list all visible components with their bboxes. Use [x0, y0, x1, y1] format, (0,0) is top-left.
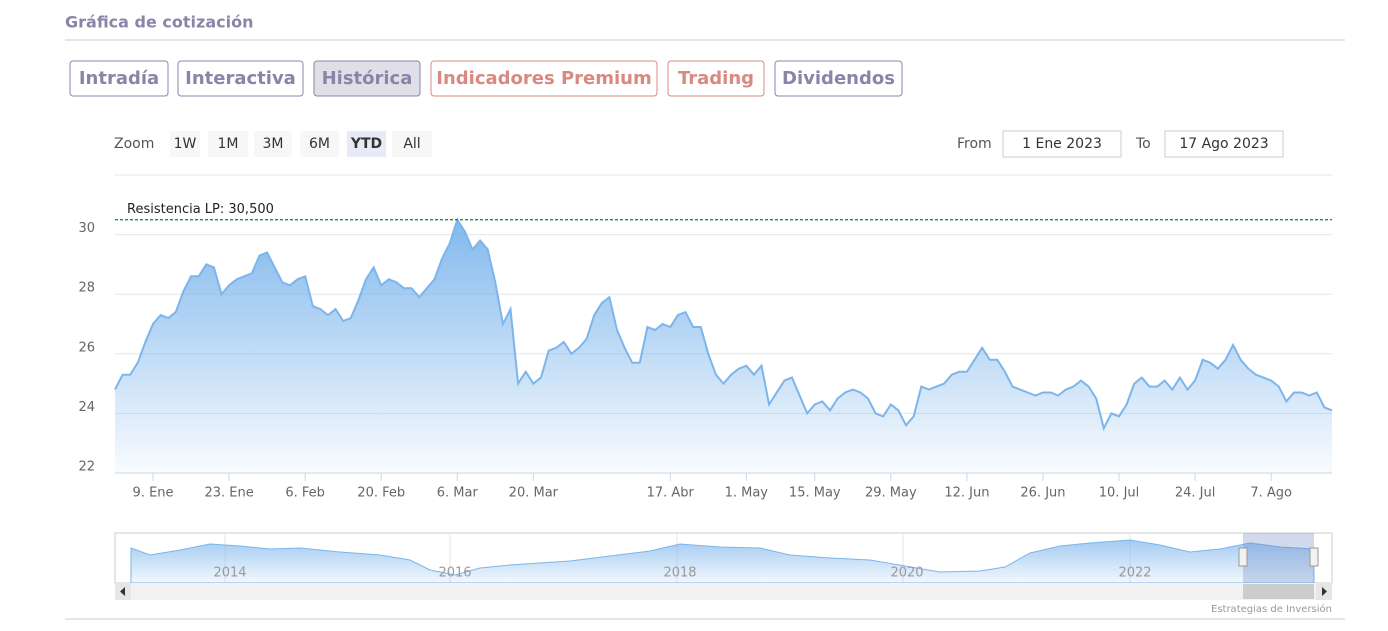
tab-label: Interactiva	[185, 68, 296, 89]
x-tick-label: 23. Ene	[204, 486, 253, 501]
x-tick-label: 10. Jul	[1099, 486, 1140, 501]
zoom-button-label: All	[403, 136, 420, 152]
from-label: From	[957, 136, 992, 152]
from-date: 1 Ene 2023	[1022, 136, 1102, 152]
to-input[interactable]	[1164, 130, 1284, 158]
arrow	[1322, 587, 1327, 596]
to-date: 17 Ago 2023	[1179, 136, 1268, 152]
zoom-button-label: 6M	[309, 136, 330, 152]
scrollbar-thumb[interactable]	[1243, 584, 1314, 599]
x-tick-label: 15. May	[789, 486, 841, 501]
tab-label: Indicadores Premium	[436, 68, 651, 89]
zoom-button-label: 3M	[263, 136, 284, 152]
x-tick-label: 12. Jun	[944, 486, 989, 501]
x-tick-label: 26. Jun	[1020, 486, 1065, 501]
annotation-label: Resistencia LP: 30,500	[127, 202, 274, 217]
zoom-button-label: 1M	[218, 136, 239, 152]
x-tick-label: 6. Mar	[437, 486, 479, 501]
navigator-label: 2022	[1118, 566, 1151, 581]
tab-label: Intradía	[79, 68, 159, 89]
navigator-label: 2014	[213, 566, 246, 581]
y-tick-label: 28	[78, 281, 95, 296]
navigator-label: 2018	[663, 566, 696, 581]
y-tick-label: 22	[78, 460, 95, 475]
tab-label: Dividendos	[782, 68, 895, 89]
x-tick-label: 20. Mar	[509, 486, 559, 501]
navigator-label: 2020	[890, 566, 923, 581]
tab[interactable]	[177, 60, 304, 97]
x-tick-label: 17. Abr	[647, 486, 695, 501]
x-tick-label: 29. May	[865, 486, 917, 501]
navigator-handle[interactable]	[1309, 547, 1319, 567]
y-tick-label: 24	[78, 400, 95, 415]
header-title: Gráfica de cotización	[65, 13, 253, 32]
x-tick-label: 20. Feb	[357, 486, 405, 501]
zoom-button[interactable]	[170, 131, 200, 157]
x-tick-label: 7. Ago	[1250, 486, 1292, 501]
to-label: To	[1135, 136, 1151, 152]
x-tick-label: 6. Feb	[285, 486, 325, 501]
tab[interactable]	[667, 60, 765, 97]
zoom-button[interactable]	[300, 131, 339, 157]
line	[114, 217, 1333, 432]
y-tick-label: 26	[78, 340, 95, 355]
tab-label: Histórica	[322, 68, 413, 89]
navigator-series	[130, 539, 1315, 584]
navigator-handle[interactable]	[1238, 547, 1248, 567]
from-input[interactable]	[1002, 130, 1122, 158]
zoom-button[interactable]	[392, 131, 432, 157]
zoom-button[interactable]	[208, 131, 248, 157]
zoom-button-label: 1W	[174, 136, 197, 152]
credit: Estrategias de Inversión	[1211, 603, 1332, 615]
y-tick-label: 30	[78, 221, 95, 236]
x-tick-label: 24. Jul	[1175, 486, 1216, 501]
x-tick-label: 9. Ene	[133, 486, 174, 501]
arrow	[120, 587, 125, 596]
area	[115, 219, 1332, 473]
tab[interactable]	[430, 60, 658, 97]
zoom-button[interactable]	[254, 131, 292, 157]
navigator-mask[interactable]	[1243, 533, 1314, 583]
zoom-button[interactable]	[347, 131, 386, 157]
tab-label: Trading	[678, 68, 754, 89]
tab[interactable]	[69, 60, 169, 97]
navigator-label: 2016	[438, 566, 471, 581]
zoom-button-label: YTD	[350, 136, 382, 152]
tab[interactable]	[313, 60, 421, 97]
zoom-label: Zoom	[114, 136, 154, 152]
x-tick-label: 1. May	[725, 486, 769, 501]
scrollbar[interactable]	[115, 583, 1332, 600]
tab[interactable]	[774, 60, 903, 97]
